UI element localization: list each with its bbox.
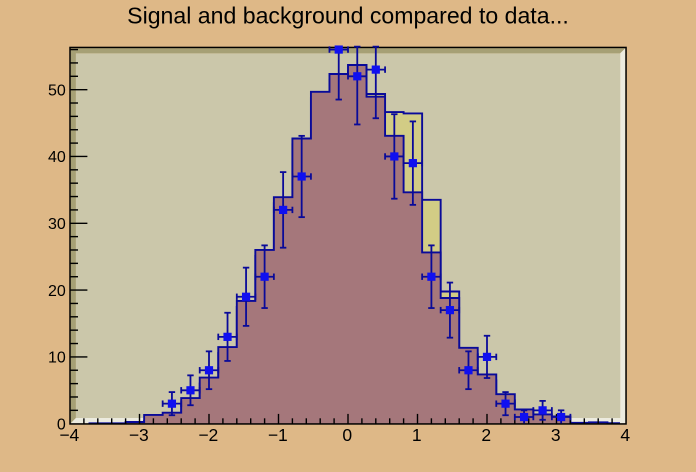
svg-text:30: 30: [48, 216, 66, 233]
svg-text:4: 4: [620, 425, 630, 445]
svg-text:−3: −3: [129, 425, 149, 445]
svg-text:3: 3: [551, 425, 561, 445]
svg-text:50: 50: [48, 82, 66, 99]
svg-text:−1: −1: [268, 425, 288, 445]
svg-text:1: 1: [412, 425, 422, 445]
svg-text:10: 10: [48, 350, 66, 367]
svg-text:−4: −4: [59, 425, 79, 445]
svg-text:0: 0: [342, 425, 352, 445]
svg-text:40: 40: [48, 149, 66, 166]
svg-text:−2: −2: [198, 425, 218, 445]
svg-text:2: 2: [481, 425, 491, 445]
svg-text:0: 0: [57, 416, 66, 433]
svg-text:Signal and background compared: Signal and background compared to data..…: [127, 2, 569, 28]
svg-text:20: 20: [48, 283, 66, 300]
